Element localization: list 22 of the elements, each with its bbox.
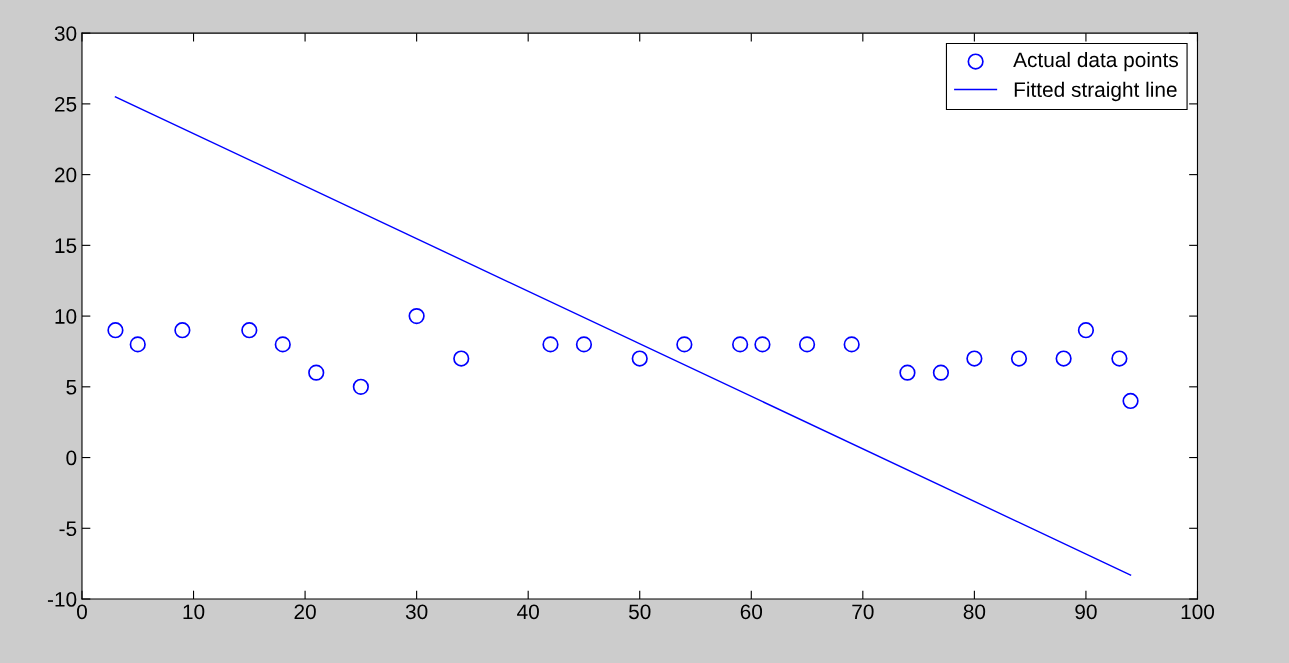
legend-label: Fitted straight line [1014, 81, 1177, 102]
x-tick-label: 50 [628, 604, 651, 620]
x-tick-label: 30 [405, 604, 428, 620]
y-tick-label: 0 [66, 450, 77, 466]
x-tick-label: 40 [517, 604, 539, 620]
y-tick-label: 15 [55, 238, 77, 254]
x-tick-label: 90 [1075, 604, 1097, 620]
x-tick-label: 100 [1181, 604, 1215, 620]
legend-label: Actual data points [1013, 51, 1178, 72]
y-tick-label: 25 [55, 96, 77, 112]
x-tick-label: 10 [183, 604, 205, 620]
x-tick-label: 70 [852, 604, 874, 620]
y-tick-label: -10 [47, 592, 77, 607]
y-tick-label: 5 [66, 380, 77, 395]
x-tick-label: 0 [77, 604, 87, 620]
y-tick-label: 20 [55, 167, 77, 183]
x-tick-label: 80 [963, 604, 986, 620]
y-tick-label: -5 [59, 521, 77, 537]
x-tick-label: 60 [740, 604, 763, 620]
y-tick-label: 10 [55, 309, 77, 324]
y-tick-label: 30 [54, 26, 77, 41]
x-tick-label: 20 [294, 604, 316, 620]
